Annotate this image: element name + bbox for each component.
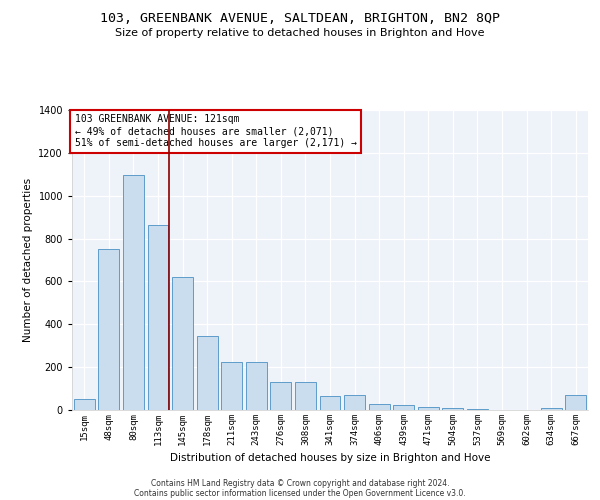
Bar bbox=[197, 336, 218, 410]
Text: Contains HM Land Registry data © Crown copyright and database right 2024.: Contains HM Land Registry data © Crown c… bbox=[151, 478, 449, 488]
Bar bbox=[74, 400, 95, 410]
Bar bbox=[172, 277, 193, 410]
Bar bbox=[98, 250, 119, 410]
Bar bbox=[368, 404, 389, 410]
Bar bbox=[344, 395, 365, 410]
X-axis label: Distribution of detached houses by size in Brighton and Hove: Distribution of detached houses by size … bbox=[170, 454, 490, 464]
Bar bbox=[418, 407, 439, 410]
Bar bbox=[295, 382, 316, 410]
Text: 103 GREENBANK AVENUE: 121sqm
← 49% of detached houses are smaller (2,071)
51% of: 103 GREENBANK AVENUE: 121sqm ← 49% of de… bbox=[74, 114, 356, 148]
Bar bbox=[271, 382, 292, 410]
Bar bbox=[541, 408, 562, 410]
Bar bbox=[221, 362, 242, 410]
Text: Size of property relative to detached houses in Brighton and Hove: Size of property relative to detached ho… bbox=[115, 28, 485, 38]
Text: 103, GREENBANK AVENUE, SALTDEAN, BRIGHTON, BN2 8QP: 103, GREENBANK AVENUE, SALTDEAN, BRIGHTO… bbox=[100, 12, 500, 26]
Bar bbox=[442, 408, 463, 410]
Bar bbox=[123, 176, 144, 410]
Bar bbox=[565, 395, 586, 410]
Text: Contains public sector information licensed under the Open Government Licence v3: Contains public sector information licen… bbox=[134, 488, 466, 498]
Bar bbox=[320, 396, 340, 410]
Bar bbox=[393, 404, 414, 410]
Y-axis label: Number of detached properties: Number of detached properties bbox=[23, 178, 33, 342]
Bar bbox=[148, 224, 169, 410]
Bar bbox=[246, 362, 267, 410]
Bar bbox=[467, 409, 488, 410]
